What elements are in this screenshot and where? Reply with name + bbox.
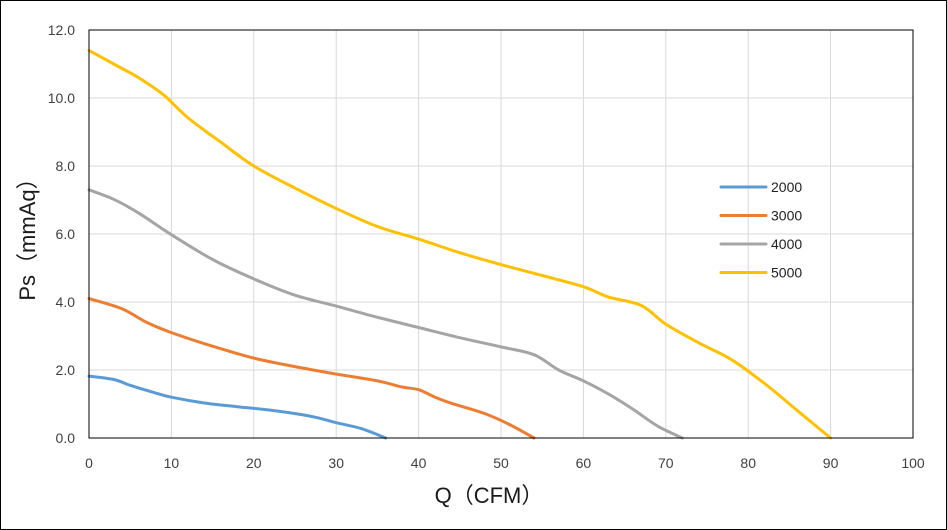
legend-label: 3000 (771, 208, 802, 224)
y-tick-label: 12.0 (48, 22, 75, 38)
x-tick-label: 70 (658, 455, 674, 471)
grid-lines (88, 29, 914, 439)
series-line-4000 (87, 188, 684, 440)
y-tick-label: 0.0 (56, 430, 76, 446)
x-tick-label: 30 (328, 455, 344, 471)
y-axis-title: Ps（mmAq） (15, 167, 40, 300)
y-tick-label: 10.0 (48, 90, 75, 106)
y-tick-label: 6.0 (56, 226, 76, 242)
x-axis-title: Q（CFM） (435, 483, 544, 508)
y-axis-ticks: 0.0 2.0 4.0 6.0 8.0 10.0 12.0 (48, 22, 75, 446)
x-tick-label: 100 (901, 455, 925, 471)
x-tick-label: 20 (246, 455, 262, 471)
legend-label: 4000 (771, 236, 802, 252)
x-axis-ticks: 0 10 20 30 40 50 60 70 80 90 100 (85, 455, 925, 471)
series-lines (87, 48, 833, 440)
x-tick-label: 0 (85, 455, 93, 471)
series-line-3000 (87, 297, 536, 440)
plot-area-border (88, 29, 914, 439)
x-tick-label: 60 (576, 455, 592, 471)
x-tick-label: 50 (493, 455, 509, 471)
legend: 2000 3000 4000 5000 (719, 179, 802, 281)
y-tick-label: 4.0 (56, 294, 76, 310)
legend-label: 2000 (771, 179, 802, 195)
x-tick-label: 40 (411, 455, 427, 471)
x-tick-label: 80 (740, 455, 756, 471)
series-line-5000 (87, 48, 833, 440)
legend-label: 5000 (771, 265, 802, 281)
x-tick-label: 10 (164, 455, 180, 471)
y-tick-label: 2.0 (56, 362, 76, 378)
y-tick-label: 8.0 (56, 158, 76, 174)
series-line-2000 (87, 374, 388, 440)
x-tick-label: 90 (823, 455, 839, 471)
